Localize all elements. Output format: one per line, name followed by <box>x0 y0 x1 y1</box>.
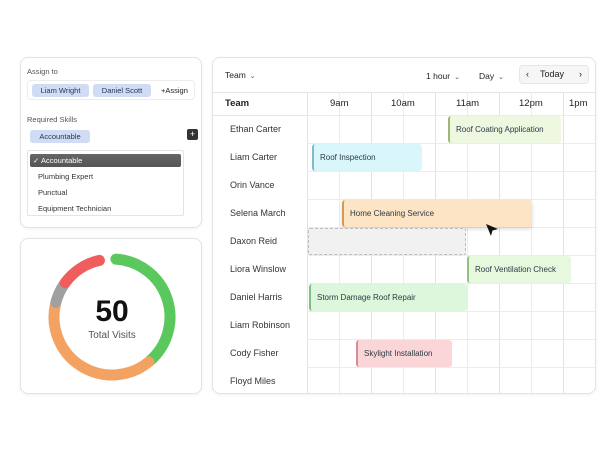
team-member[interactable]: Liam Robinson <box>230 320 291 330</box>
ring-segment <box>110 253 176 367</box>
time-label: 9am <box>330 98 349 109</box>
event-roof-ventilation[interactable]: Roof Ventilation Check <box>467 256 571 283</box>
ring-segment <box>48 298 155 381</box>
team-member[interactable]: Daniel Harris <box>230 292 283 302</box>
interval-dropdown[interactable]: 1 hour ⌄ <box>426 71 460 81</box>
grid-column-line <box>499 92 500 393</box>
skill-option-plumbing[interactable]: Plumbing Expert <box>38 172 94 181</box>
team-dropdown-label: Team <box>225 70 246 80</box>
skill-option-label: Accountable <box>40 156 83 165</box>
assign-to-label: Assign to <box>27 67 58 76</box>
schedule-panel: Team ⌄ 1 hour ⌄ Day ⌄ ‹ Today › Team 9am 10… <box>212 57 596 394</box>
team-dropdown[interactable]: Team ⌄ <box>225 70 256 80</box>
team-member[interactable]: Daxon Reid <box>230 236 278 246</box>
grid-row-line <box>307 115 595 116</box>
event-skylight[interactable]: Skylight Installation <box>356 340 452 367</box>
team-member[interactable]: Selena March <box>230 208 286 218</box>
skills-row: Accountable <box>27 126 179 146</box>
skill-option-accountable[interactable]: ✓ Accountable <box>30 154 181 167</box>
grid-row-line <box>307 171 595 172</box>
skill-option-punctual[interactable]: Punctual <box>38 188 68 197</box>
event-storm-damage[interactable]: Storm Damage Roof Repair <box>309 284 467 311</box>
event-roof-inspection[interactable]: Roof Inspection <box>312 144 422 171</box>
grid-row-line <box>307 143 595 144</box>
date-navigator: ‹ Today › <box>519 65 589 84</box>
next-day-button[interactable]: › <box>579 69 582 79</box>
grid-column-line <box>531 92 532 393</box>
assign-button[interactable]: +Assign <box>161 86 188 95</box>
visits-ring-chart <box>48 253 176 381</box>
chevron-down-icon: ⌄ <box>249 73 256 80</box>
view-label: Day <box>479 71 495 81</box>
chevron-down-icon: ⌄ <box>498 74 504 81</box>
grid-column-line <box>467 92 468 393</box>
time-label: 12pm <box>519 98 543 109</box>
grid-row-line <box>307 311 595 312</box>
team-member[interactable]: Liam Carter <box>230 152 278 162</box>
skill-chip[interactable]: Accountable <box>30 130 90 143</box>
view-dropdown[interactable]: Day ⌄ <box>479 71 504 81</box>
mouse-pointer-icon <box>486 224 498 236</box>
grid-row-line <box>307 255 595 256</box>
add-skill-button[interactable]: + <box>187 129 198 140</box>
time-label: 11am <box>456 98 480 109</box>
checkmark-icon: ✓ <box>33 156 40 165</box>
grid-column-line <box>307 92 308 393</box>
assignee-chip[interactable]: Daniel Scott <box>93 84 151 97</box>
grid-row-line <box>307 367 595 368</box>
grid-column-line <box>563 92 564 393</box>
skill-option-equipment[interactable]: Equipment Technician <box>38 204 112 213</box>
team-column-header: Team <box>225 98 250 109</box>
drop-target-slot[interactable] <box>308 228 466 255</box>
today-button[interactable]: Today <box>540 69 565 79</box>
required-skills-label: Required Skills <box>27 115 78 124</box>
time-label: 10am <box>391 98 415 109</box>
team-member[interactable]: Cody Fisher <box>230 348 279 358</box>
team-member[interactable]: Ethan Carter <box>230 124 282 134</box>
total-visits-panel: 50 Total Visits <box>20 238 202 394</box>
grid-row-line <box>307 227 595 228</box>
ring-segment <box>59 254 105 289</box>
prev-day-button[interactable]: ‹ <box>526 69 529 79</box>
event-home-cleaning[interactable]: Home Cleaning Service <box>342 200 532 227</box>
team-member[interactable]: Liora Winslow <box>230 264 287 274</box>
assignee-chip[interactable]: Liam Wright <box>32 84 89 97</box>
assign-panel: Assign to Liam Wright Daniel Scott +Assi… <box>20 57 202 228</box>
time-label: 1pm <box>569 98 588 109</box>
team-member[interactable]: Floyd Miles <box>230 376 276 386</box>
total-visits-value: 50 <box>95 295 129 328</box>
chevron-down-icon: ⌄ <box>454 74 460 81</box>
grid-row-line <box>307 339 595 340</box>
skills-dropdown: ✓ Accountable Plumbing Expert Punctual E… <box>27 150 184 216</box>
interval-label: 1 hour <box>426 71 451 81</box>
grid-row-line <box>307 199 595 200</box>
assignee-row: Liam Wright Daniel Scott +Assign <box>27 80 195 100</box>
team-member[interactable]: Orin Vance <box>230 180 275 190</box>
total-visits-label: Total Visits <box>88 330 136 341</box>
grid-row-line <box>307 283 595 284</box>
event-roof-coating[interactable]: Roof Coating Application <box>448 116 561 143</box>
